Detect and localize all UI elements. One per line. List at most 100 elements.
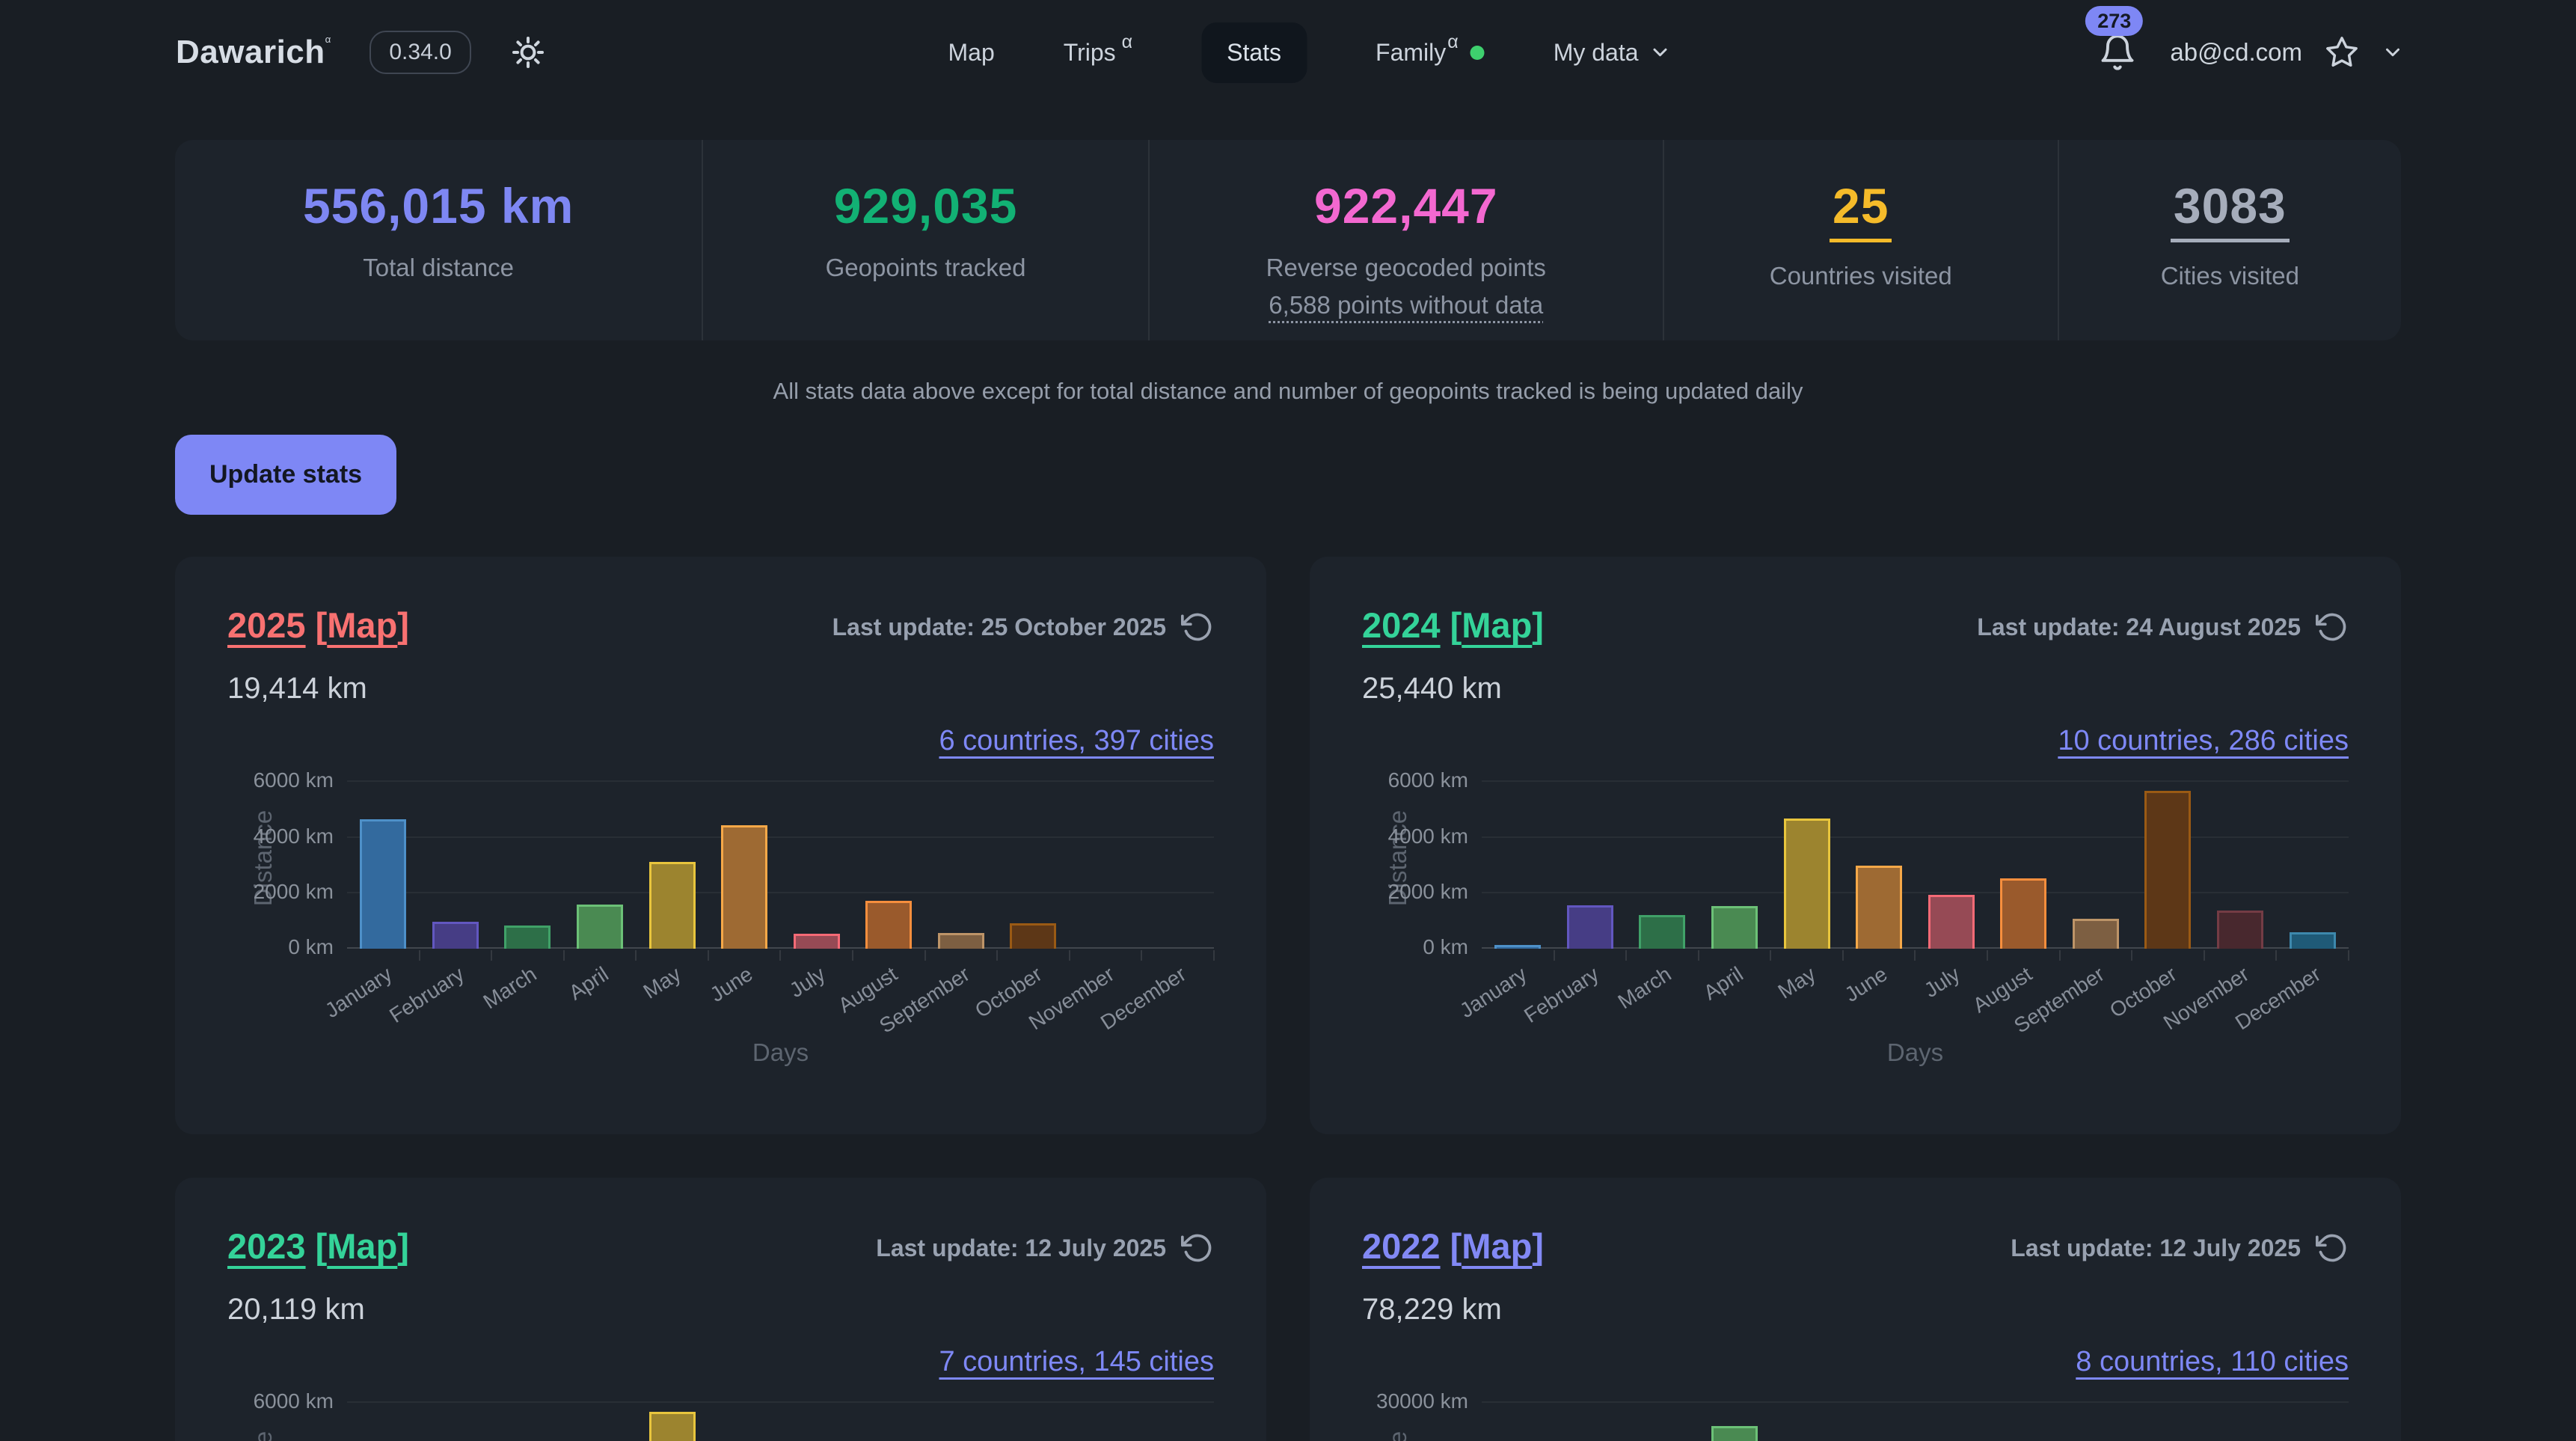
favorites-star-button[interactable] xyxy=(2325,35,2359,70)
chart-slot-march: March xyxy=(1626,1390,1699,1441)
bar-september[interactable] xyxy=(937,933,984,949)
bar-august[interactable] xyxy=(2000,878,2047,949)
bracket: ] xyxy=(397,1226,409,1266)
monthly-distance-chart: Distance 6000 km 4000 km 2000 km 0 km January… xyxy=(1362,768,2349,1083)
bar-october[interactable] xyxy=(2144,790,2192,949)
gridline xyxy=(1482,1401,2349,1404)
bar-april[interactable] xyxy=(1711,905,1758,949)
gridline xyxy=(347,780,1214,783)
theme-toggle-sun-icon[interactable] xyxy=(510,34,546,70)
chart-slot-november: November xyxy=(1025,769,1142,1035)
bar-february[interactable] xyxy=(1566,905,1613,949)
countries-cities-link[interactable]: 8 countries, 110 cities xyxy=(2076,1346,2349,1378)
stat-label: Reverse geocoded points xyxy=(1266,253,1546,281)
user-email[interactable]: ab@cd.com xyxy=(2170,38,2302,66)
stat-value: 556,015 km xyxy=(302,178,574,233)
countries-visited-link: 25 xyxy=(1664,178,2058,242)
stat-label: Geopoints tracked xyxy=(825,253,1026,281)
bracket: ] xyxy=(1532,1226,1544,1266)
year-distance: 20,119 km xyxy=(227,1293,365,1327)
chart-slot-december: December xyxy=(2276,1390,2349,1441)
bar-february[interactable] xyxy=(432,922,479,949)
stat-label: Total distance xyxy=(363,253,515,281)
x-tick-label: April xyxy=(565,962,613,1005)
chart-slot-september: September xyxy=(2060,1390,2132,1441)
bar-may[interactable] xyxy=(648,1411,696,1441)
stat-value: 922,447 xyxy=(1313,178,1498,233)
year-link[interactable]: 2022 xyxy=(1362,1226,1441,1266)
nav-family[interactable]: Family α xyxy=(1376,31,1485,67)
map-link[interactable]: Map xyxy=(327,605,398,645)
bar-march[interactable] xyxy=(504,926,551,949)
chart-slot-august: August xyxy=(853,1390,925,1441)
x-axis-title: Days xyxy=(1886,1038,1944,1067)
y-tick-label: 6000 km xyxy=(1387,768,1468,792)
bar-june[interactable] xyxy=(1856,865,1903,949)
map-link[interactable]: Map xyxy=(1462,605,1533,645)
refresh-icon[interactable] xyxy=(1181,611,1214,643)
gridline xyxy=(347,892,1214,894)
nav-map[interactable]: Map xyxy=(948,38,995,66)
bar-may[interactable] xyxy=(648,862,696,949)
chart-slot-august: August xyxy=(1969,769,2061,1018)
user-menu-toggle[interactable] xyxy=(2382,41,2404,64)
bar-april[interactable] xyxy=(1711,1425,1758,1441)
year-title: 2023 [Map] xyxy=(227,1226,409,1267)
chart-slot-april: April xyxy=(564,1390,637,1441)
update-stats-button[interactable]: Update stats xyxy=(175,435,397,515)
bar-january[interactable] xyxy=(1494,945,1542,949)
bar-september[interactable] xyxy=(2072,918,2119,949)
x-tick-label: June xyxy=(706,962,758,1007)
map-link[interactable]: Map xyxy=(1462,1226,1533,1266)
nav-my-data[interactable]: My data xyxy=(1554,39,1672,67)
chart-slot-november: November xyxy=(2159,769,2277,1035)
countries-cities-link[interactable]: 7 countries, 145 cities xyxy=(939,1346,1214,1378)
countries-cities-link[interactable]: 10 countries, 286 cities xyxy=(2058,725,2349,757)
bar-november[interactable] xyxy=(2217,910,2264,949)
version-badge[interactable]: 0.34.0 xyxy=(369,31,471,74)
chart-slot-october: October xyxy=(2132,1390,2204,1441)
bar-april[interactable] xyxy=(577,904,624,949)
chart-slot-february: February xyxy=(1554,1390,1627,1441)
bar-december[interactable] xyxy=(2289,932,2336,949)
gridline xyxy=(1482,780,2349,783)
bar-october[interactable] xyxy=(1010,923,1057,949)
stat-cities-visited: 3083 Cities visited xyxy=(2057,140,2401,340)
stat-label: Countries visited xyxy=(1769,261,1952,290)
refresh-icon[interactable] xyxy=(2316,611,2349,643)
notifications-button[interactable]: 273 xyxy=(2085,6,2144,72)
x-tick-label: July xyxy=(785,962,829,1003)
chart-slot-september: September xyxy=(875,769,998,1038)
year-card-2025: 2025 [Map] Last update: 25 October 2025 … xyxy=(175,557,1266,1134)
year-title: 2022 [Map] xyxy=(1362,1226,1544,1267)
points-without-data-link[interactable]: 6,588 points without data xyxy=(1269,290,1544,319)
bar-july[interactable] xyxy=(1928,894,1975,949)
main-nav: Map Trips α Stats Family α My data xyxy=(948,0,1671,105)
year-link[interactable]: 2023 xyxy=(227,1226,306,1266)
chart-slot-march: March xyxy=(491,1390,564,1441)
bar-august[interactable] xyxy=(865,901,913,949)
map-link[interactable]: Map xyxy=(327,1226,398,1266)
app-logo[interactable]: Dawarich α xyxy=(176,34,331,71)
stat-reverse-geocoded: 922,447 Reverse geocoded points 6,588 po… xyxy=(1147,140,1663,340)
refresh-icon[interactable] xyxy=(1181,1232,1214,1264)
bracket: [ xyxy=(315,605,328,645)
year-link[interactable]: 2025 xyxy=(227,605,306,645)
chart-slot-june: June xyxy=(708,1390,781,1441)
countries-cities-link[interactable]: 6 countries, 397 cities xyxy=(939,725,1214,757)
bracket: ] xyxy=(1532,605,1544,645)
year-link[interactable]: 2024 xyxy=(1362,605,1441,645)
bar-july[interactable] xyxy=(793,933,840,949)
nav-trips[interactable]: Trips α xyxy=(1063,31,1133,66)
monthly-distance-chart: Distance 6000 km 4000 km 2000 km 0 km January… xyxy=(227,768,1215,1083)
refresh-icon[interactable] xyxy=(2316,1232,2349,1264)
nav-stats[interactable]: Stats xyxy=(1201,22,1307,83)
x-tick-label: May xyxy=(639,962,685,1004)
bar-january[interactable] xyxy=(360,819,407,949)
x-axis-line xyxy=(1482,947,2349,949)
y-tick-label: 6000 km xyxy=(253,768,334,792)
bar-june[interactable] xyxy=(721,825,768,949)
bar-may[interactable] xyxy=(1783,818,1830,949)
bar-march[interactable] xyxy=(1639,915,1686,949)
